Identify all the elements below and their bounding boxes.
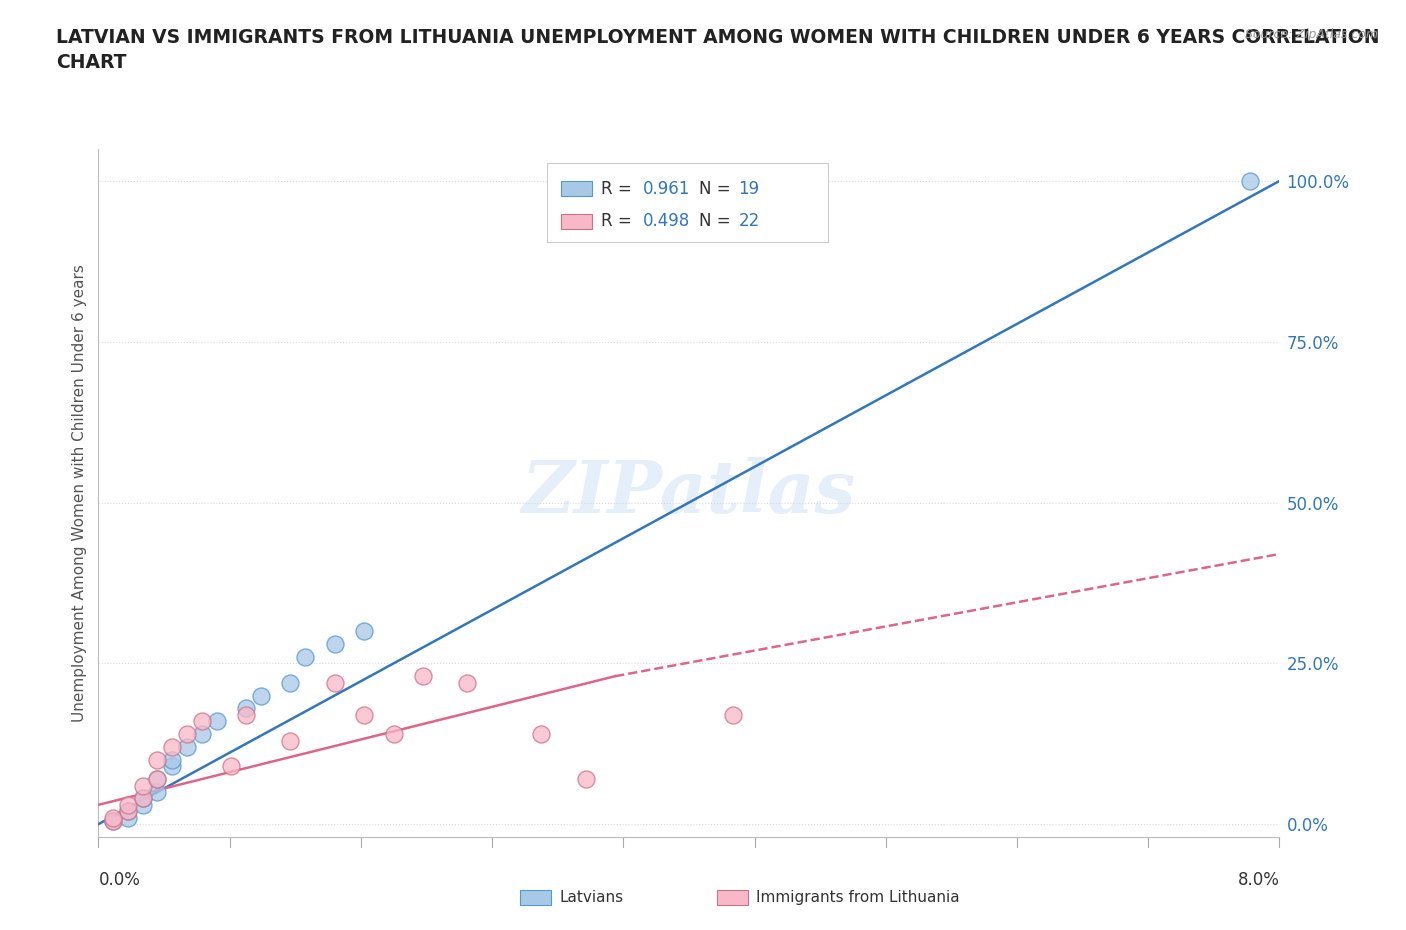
Point xyxy=(382,726,405,741)
Point xyxy=(191,726,214,741)
Point xyxy=(456,675,478,690)
Text: 22: 22 xyxy=(738,212,759,230)
Text: Source: ZipAtlas.com: Source: ZipAtlas.com xyxy=(1244,28,1378,41)
Text: Immigrants from Lithuania: Immigrants from Lithuania xyxy=(756,890,960,905)
Point xyxy=(176,726,198,741)
Point xyxy=(132,778,155,793)
Point xyxy=(191,714,214,729)
Text: 0.498: 0.498 xyxy=(643,212,690,230)
Text: 8.0%: 8.0% xyxy=(1237,871,1279,889)
Point xyxy=(353,624,375,639)
Point xyxy=(530,726,553,741)
Text: Latvians: Latvians xyxy=(560,890,624,905)
Text: N =: N = xyxy=(699,212,735,230)
Point xyxy=(1239,174,1261,189)
Point xyxy=(162,759,183,774)
Point xyxy=(103,814,125,829)
Point xyxy=(176,739,198,754)
Point xyxy=(219,759,242,774)
Point xyxy=(117,804,139,818)
Point xyxy=(574,772,596,787)
Point xyxy=(278,675,302,690)
Point xyxy=(412,669,434,684)
Point xyxy=(117,804,139,818)
Text: R =: R = xyxy=(600,179,637,197)
Point xyxy=(117,797,139,812)
Point xyxy=(132,791,155,806)
Point xyxy=(323,675,346,690)
Point xyxy=(294,649,316,664)
Text: R =: R = xyxy=(600,212,637,230)
Text: LATVIAN VS IMMIGRANTS FROM LITHUANIA UNEMPLOYMENT AMONG WOMEN WITH CHILDREN UNDE: LATVIAN VS IMMIGRANTS FROM LITHUANIA UNE… xyxy=(56,28,1379,72)
Point xyxy=(250,688,273,703)
Point xyxy=(103,810,125,825)
Point xyxy=(162,752,183,767)
Text: N =: N = xyxy=(699,179,735,197)
Point xyxy=(103,814,125,829)
Point xyxy=(132,797,155,812)
Point xyxy=(323,637,346,652)
Point xyxy=(235,708,257,723)
Point xyxy=(146,785,169,800)
Point xyxy=(278,733,302,748)
Point xyxy=(146,772,169,787)
Point xyxy=(117,810,139,825)
Point xyxy=(146,772,169,787)
Point xyxy=(162,739,183,754)
Text: ZIPatlas: ZIPatlas xyxy=(522,458,856,528)
Text: 19: 19 xyxy=(738,179,759,197)
Point xyxy=(205,714,228,729)
Y-axis label: Unemployment Among Women with Children Under 6 years: Unemployment Among Women with Children U… xyxy=(72,264,87,722)
Point xyxy=(235,701,257,716)
Point xyxy=(721,708,744,723)
Point xyxy=(353,708,375,723)
Point xyxy=(146,752,169,767)
Text: 0.0%: 0.0% xyxy=(98,871,141,889)
Point xyxy=(132,791,155,806)
Text: 0.961: 0.961 xyxy=(643,179,690,197)
